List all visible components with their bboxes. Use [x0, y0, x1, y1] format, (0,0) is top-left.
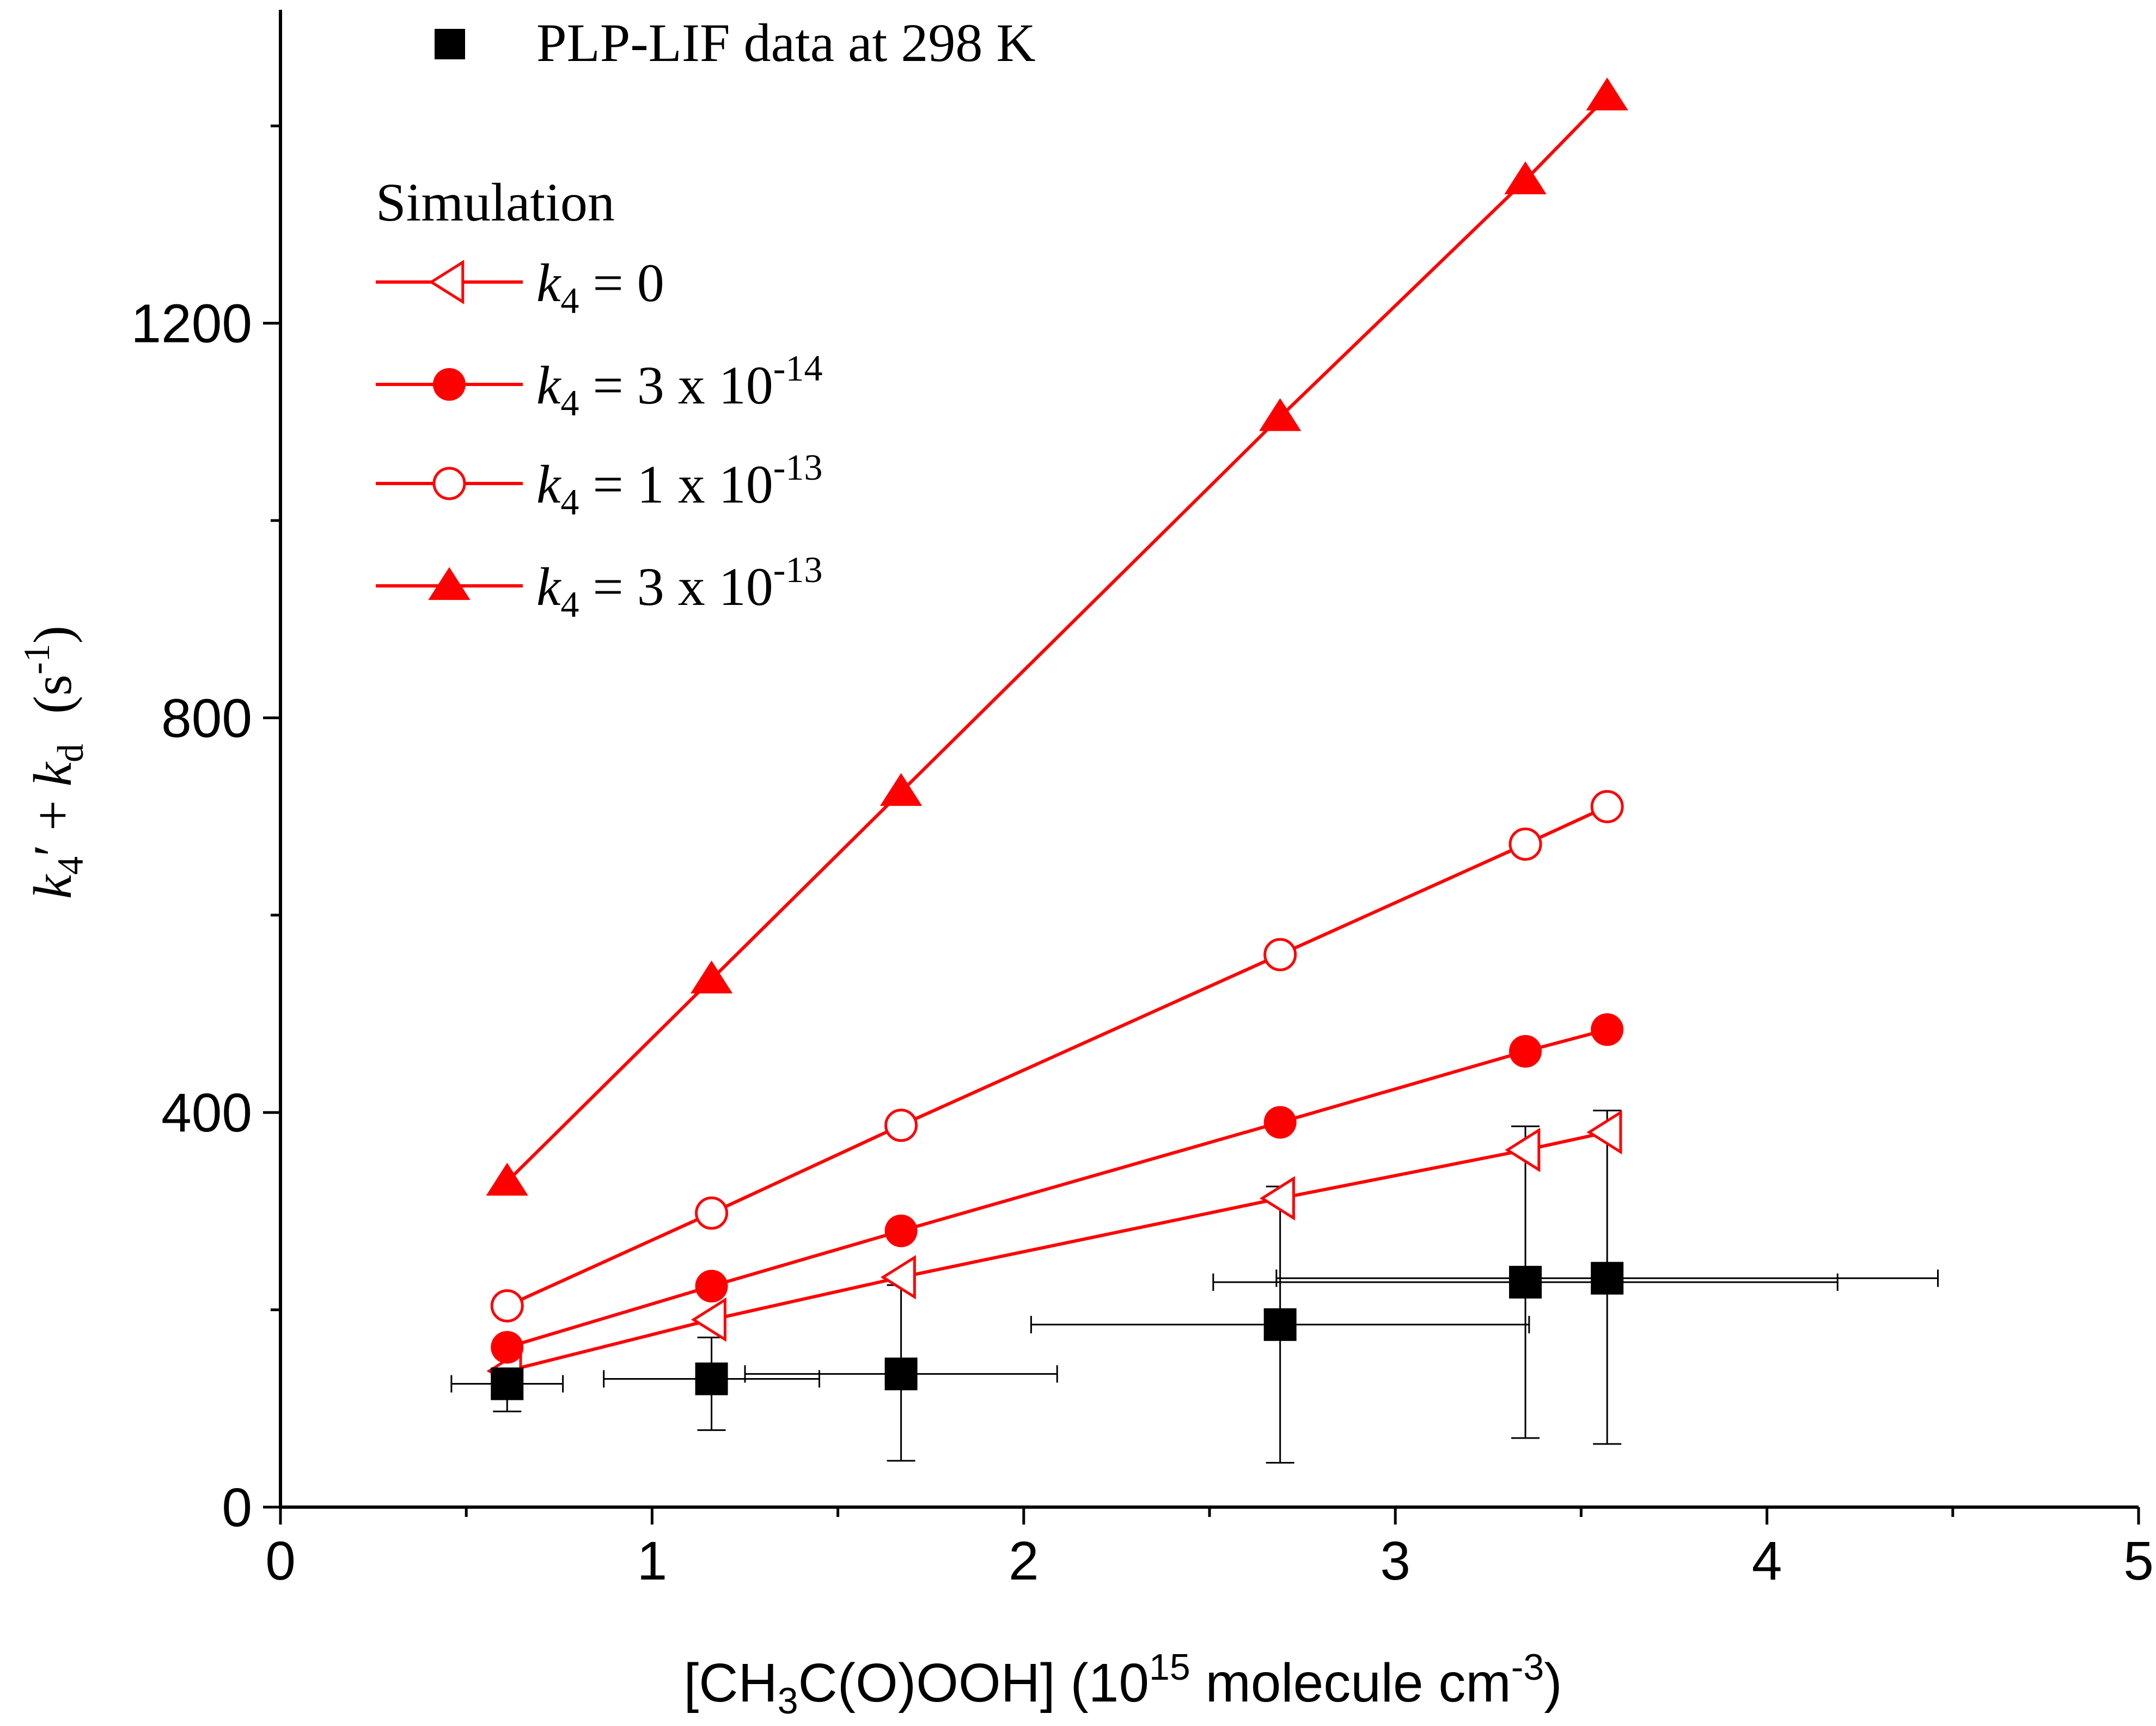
series-1-point	[695, 1270, 728, 1303]
series-1-point	[1509, 1035, 1542, 1068]
data-point	[1263, 1308, 1297, 1341]
series-lines-layer	[506, 95, 1609, 1373]
series-3-point	[1586, 77, 1628, 111]
series-0-point	[691, 1297, 726, 1342]
x-tick-label: 0	[265, 1531, 296, 1592]
markers-layer	[486, 77, 1628, 1400]
legend-data-marker	[435, 29, 465, 59]
series-2-point	[490, 1289, 524, 1323]
data-point	[1509, 1265, 1542, 1299]
series-3-point	[1259, 398, 1302, 431]
series-1-point	[1591, 1013, 1624, 1046]
legend-data-label: PLP-LIF data at 298 K	[536, 13, 1036, 73]
x-axis-title: [CH3C(O)OOH] (1015 molecule cm-3)	[683, 1647, 1562, 1722]
series-line-0	[506, 1130, 1608, 1373]
error-bars-layer	[450, 1110, 1939, 1464]
series-2-point	[1508, 827, 1542, 861]
series-2-point	[695, 1196, 729, 1230]
series-line-3	[506, 95, 1609, 1183]
data-point	[695, 1362, 728, 1396]
legend-label: k4 = 3 x 10-13	[536, 549, 822, 625]
x-tick-label: 4	[1752, 1531, 1782, 1592]
data-point	[884, 1357, 918, 1391]
x-tick-label: 2	[1009, 1531, 1039, 1592]
series-1-point	[491, 1331, 524, 1364]
y-axis-title: k4′ + kd(s-1)	[16, 626, 91, 899]
x-tick-label: 5	[2123, 1531, 2154, 1592]
ticks-layer: 0 1 2 3 4 5 0 400 800 1200	[131, 124, 2154, 1592]
series-0-point	[880, 1254, 916, 1300]
series-0-point	[1586, 1110, 1622, 1155]
series-3-point	[486, 1162, 528, 1196]
series-3-point	[690, 960, 733, 994]
legend-entries: k4 = 0 k4 = 3 x 10-14 k4 = 1 x 10-13 k4 = 3…	[376, 253, 822, 625]
y-tick-label: 0	[222, 1477, 252, 1538]
y-tick-label: 400	[161, 1082, 252, 1143]
legend-simulation-title: Simulation	[376, 172, 615, 232]
x-tick-label: 3	[1380, 1531, 1410, 1592]
series-line-1	[506, 1028, 1608, 1349]
legend-label: k4 = 0	[536, 253, 664, 321]
legend-marker	[429, 260, 465, 304]
series-0-point	[1259, 1176, 1295, 1221]
legend-marker	[433, 368, 466, 401]
y-tick-label: 800	[161, 688, 252, 749]
series-2-point	[884, 1109, 918, 1142]
series-1-point	[1263, 1106, 1297, 1139]
legend: PLP-LIF data at 298 K Simulation k4 = 0k…	[376, 13, 1036, 625]
y-tick-label: 1200	[131, 293, 252, 354]
x-tick-label: 1	[637, 1531, 668, 1592]
series-0-point	[1505, 1128, 1541, 1172]
series-3-point	[879, 773, 923, 806]
legend-label: k4 = 3 x 10-14	[536, 347, 822, 424]
series-2-point	[1590, 789, 1624, 823]
data-point	[491, 1367, 524, 1400]
series-1-point	[884, 1214, 918, 1247]
data-point	[1591, 1262, 1624, 1295]
legend-marker	[432, 467, 466, 500]
series-line-2	[506, 805, 1608, 1308]
series-2-point	[1263, 938, 1297, 971]
legend-label: k4 = 1 x 10-13	[536, 446, 822, 523]
series-3-point	[1504, 161, 1547, 194]
legend-marker	[428, 567, 471, 600]
